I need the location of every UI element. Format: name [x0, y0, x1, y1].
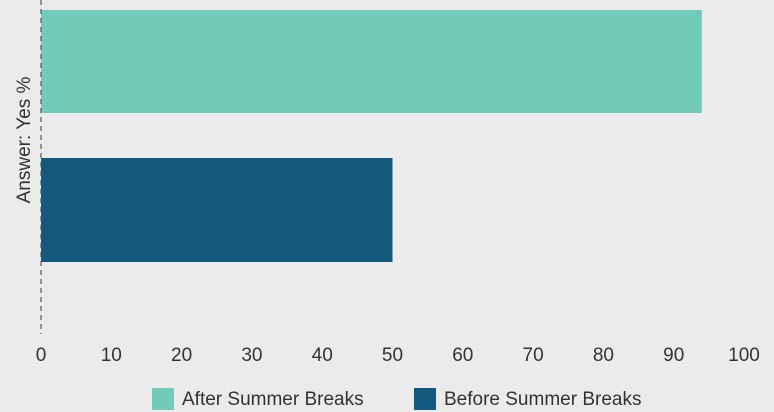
x-tick-label-70: 70	[523, 345, 544, 366]
x-tick-label-0: 0	[36, 345, 47, 366]
legend-swatch-after-summer-breaks	[152, 388, 174, 410]
legend-label-after-summer-breaks: After Summer Breaks	[182, 389, 364, 410]
bar-before-summer-breaks	[41, 158, 393, 262]
legend-label-before-summer-breaks: Before Summer Breaks	[444, 389, 641, 410]
x-tick-label-20: 20	[171, 345, 192, 366]
x-tick-label-60: 60	[452, 345, 473, 366]
x-tick-label-40: 40	[312, 345, 333, 366]
x-tick-label-30: 30	[241, 345, 262, 366]
x-tick-label-80: 80	[593, 345, 614, 366]
x-tick-label-50: 50	[382, 345, 403, 366]
x-tick-label-100: 100	[728, 345, 760, 366]
legend: After Summer Breaks Before Summer Breaks	[152, 388, 641, 410]
legend-swatch-before-summer-breaks	[414, 388, 436, 410]
x-tick-label-90: 90	[663, 345, 684, 366]
x-axis-tick-labels: 0 10 20 30 40 50 60 70 80 90 100	[36, 345, 760, 366]
y-axis-title: Answer: Yes %	[14, 77, 35, 204]
bar-after-summer-breaks	[41, 10, 702, 113]
x-tick-label-10: 10	[101, 345, 122, 366]
bars-group	[41, 10, 702, 262]
